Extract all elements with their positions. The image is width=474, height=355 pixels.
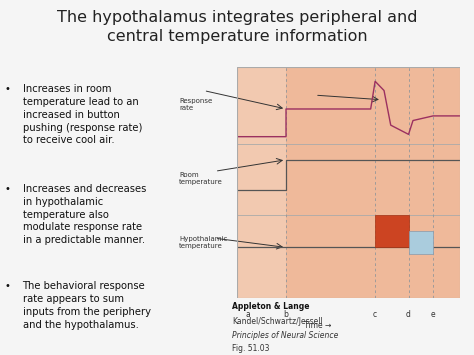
Text: Kandel/Schwartz/Jessell: Kandel/Schwartz/Jessell: [232, 317, 323, 326]
Text: c: c: [373, 310, 377, 319]
Bar: [375, 215, 409, 247]
Text: Appleton & Lange: Appleton & Lange: [232, 302, 310, 311]
Text: Increases in room
temperature lead to an
increased in button
pushing (response r: Increases in room temperature lead to an…: [23, 84, 142, 145]
Text: b: b: [283, 310, 289, 319]
Text: Response
rate: Response rate: [179, 98, 212, 111]
Text: •: •: [5, 84, 10, 94]
Text: •: •: [5, 281, 10, 291]
Text: e: e: [431, 310, 435, 319]
Text: The hypothalamus integrates peripheral and
central temperature information: The hypothalamus integrates peripheral a…: [57, 10, 417, 44]
Text: Hypothalamic
temperature: Hypothalamic temperature: [179, 236, 228, 249]
Text: d: d: [406, 310, 411, 319]
Text: a: a: [246, 310, 251, 319]
Text: Increases and decreases
in hypothalamic
temperature also
modulate response rate
: Increases and decreases in hypothalamic …: [23, 184, 146, 245]
Bar: [409, 231, 433, 254]
Bar: [286, 67, 460, 298]
Text: Fig. 51.03: Fig. 51.03: [232, 344, 270, 354]
Bar: [237, 67, 286, 298]
Text: Room
temperature: Room temperature: [179, 172, 223, 185]
Text: •: •: [5, 184, 10, 194]
Text: Principles of Neural Science: Principles of Neural Science: [232, 331, 338, 340]
Text: Time →: Time →: [304, 321, 331, 330]
Text: The behavioral response
rate appears to sum
inputs from the periphery
and the hy: The behavioral response rate appears to …: [23, 281, 151, 329]
